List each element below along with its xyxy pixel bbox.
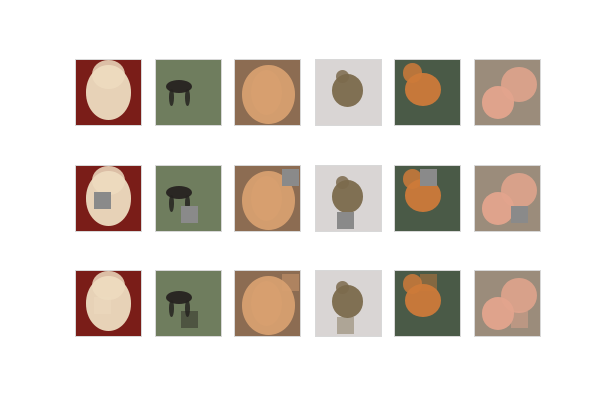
thumbnail-reconstructed-tabby-cat bbox=[315, 270, 382, 337]
subject-shape bbox=[335, 69, 349, 83]
occlusion-patch bbox=[419, 169, 437, 187]
thumbnail-reconstructed-small-black-dog-on-grass bbox=[155, 270, 222, 337]
thumbnail-original-small-black-dog-on-grass bbox=[155, 59, 222, 126]
subject-shape bbox=[335, 175, 349, 189]
occlusion-patch bbox=[281, 169, 299, 187]
thumbnail-occluded-tabby-cat bbox=[315, 165, 382, 232]
subject-shape bbox=[169, 300, 175, 317]
reconstructed-patch bbox=[94, 297, 112, 314]
thumbnail-original-tabby-cat bbox=[315, 59, 382, 126]
thumbnail-occluded-white-puppy bbox=[75, 165, 142, 232]
reconstructed-patch bbox=[281, 274, 299, 292]
subject-shape bbox=[185, 89, 191, 106]
subject-shape bbox=[402, 169, 423, 189]
reconstructed-patch bbox=[180, 311, 198, 329]
subject-shape bbox=[402, 63, 423, 83]
subject-shape bbox=[402, 274, 423, 294]
subject-shape bbox=[92, 271, 125, 301]
thumbnail-reconstructed-white-puppy bbox=[75, 270, 142, 337]
reconstructed-patch bbox=[510, 311, 528, 329]
subject-shape bbox=[185, 300, 191, 317]
reconstructed-patch bbox=[336, 316, 354, 334]
subject-shape bbox=[501, 66, 537, 103]
subject-shape bbox=[185, 195, 191, 212]
thumbnail-reconstructed-child-with-cat bbox=[474, 270, 541, 337]
subject-shape bbox=[169, 89, 175, 106]
subject-shape bbox=[92, 60, 125, 90]
subject-shape bbox=[501, 277, 537, 314]
subject-shape bbox=[501, 172, 537, 209]
subject-shape bbox=[92, 166, 125, 196]
occlusion-patch bbox=[336, 211, 354, 229]
thumbnail-occluded-small-black-dog-on-grass bbox=[155, 165, 222, 232]
thumbnail-original-chow-chow-dog bbox=[394, 59, 461, 126]
subject-shape bbox=[251, 280, 283, 327]
thumbnail-occluded-child-with-cat bbox=[474, 165, 541, 232]
occlusion-patch bbox=[94, 192, 112, 209]
thumbnail-original-child-with-cat bbox=[474, 59, 541, 126]
thumbnail-reconstructed-chow-chow-dog bbox=[394, 270, 461, 337]
thumbnail-original-white-puppy bbox=[75, 59, 142, 126]
reconstructed-patch bbox=[419, 274, 437, 292]
occlusion-patch bbox=[180, 206, 198, 224]
subject-shape bbox=[335, 280, 349, 294]
thumbnail-reconstructed-cat-in-basket bbox=[234, 270, 301, 337]
thumbnail-original-cat-in-basket bbox=[234, 59, 301, 126]
thumbnail-occluded-chow-chow-dog bbox=[394, 165, 461, 232]
subject-shape bbox=[169, 195, 175, 212]
occlusion-patch bbox=[510, 206, 528, 224]
subject-shape bbox=[251, 69, 283, 116]
thumbnail-occluded-cat-in-basket bbox=[234, 165, 301, 232]
subject-shape bbox=[251, 175, 283, 222]
